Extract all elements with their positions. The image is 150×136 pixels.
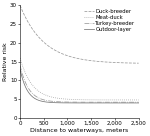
X-axis label: Distance to waterways, meters: Distance to waterways, meters bbox=[30, 128, 129, 132]
Meat-duck bbox=[138, 99, 140, 101]
Turkey-breeder bbox=[70, 101, 72, 103]
Duck-breeder bbox=[138, 62, 140, 64]
Duck-breeder bbox=[40, 38, 42, 40]
Line: Meat-duck: Meat-duck bbox=[20, 58, 139, 100]
Meat-duck bbox=[123, 99, 124, 101]
Turkey-breeder bbox=[65, 101, 66, 103]
Duck-breeder bbox=[33, 30, 35, 32]
Line: Duck-breeder: Duck-breeder bbox=[20, 6, 139, 63]
Outdoor-layer bbox=[19, 69, 21, 70]
Outdoor-layer bbox=[65, 102, 66, 104]
Duck-breeder bbox=[123, 62, 124, 64]
Outdoor-layer bbox=[135, 102, 137, 104]
Turkey-breeder bbox=[123, 101, 124, 103]
Turkey-breeder bbox=[40, 98, 42, 100]
Meat-duck bbox=[65, 98, 66, 100]
Turkey-breeder bbox=[135, 101, 137, 103]
Meat-duck bbox=[40, 92, 42, 93]
Meat-duck bbox=[33, 86, 35, 87]
Meat-duck bbox=[135, 99, 137, 101]
Meat-duck bbox=[70, 99, 72, 100]
Line: Outdoor-layer: Outdoor-layer bbox=[20, 69, 139, 103]
Duck-breeder bbox=[70, 56, 72, 58]
Outdoor-layer bbox=[33, 97, 35, 98]
Outdoor-layer bbox=[40, 100, 42, 102]
Line: Turkey-breeder: Turkey-breeder bbox=[20, 66, 139, 102]
Outdoor-layer bbox=[70, 102, 72, 104]
Outdoor-layer bbox=[123, 102, 124, 104]
Meat-duck bbox=[19, 57, 21, 59]
Legend: Duck-breeder, Meat-duck, Turkey-breeder, Outdoor-layer: Duck-breeder, Meat-duck, Turkey-breeder,… bbox=[84, 8, 136, 32]
Duck-breeder bbox=[19, 5, 21, 6]
Duck-breeder bbox=[135, 62, 137, 64]
Turkey-breeder bbox=[19, 65, 21, 66]
Y-axis label: Relative risk: Relative risk bbox=[3, 42, 8, 81]
Turkey-breeder bbox=[33, 94, 35, 95]
Turkey-breeder bbox=[138, 101, 140, 103]
Outdoor-layer bbox=[138, 102, 140, 104]
Duck-breeder bbox=[65, 54, 66, 56]
